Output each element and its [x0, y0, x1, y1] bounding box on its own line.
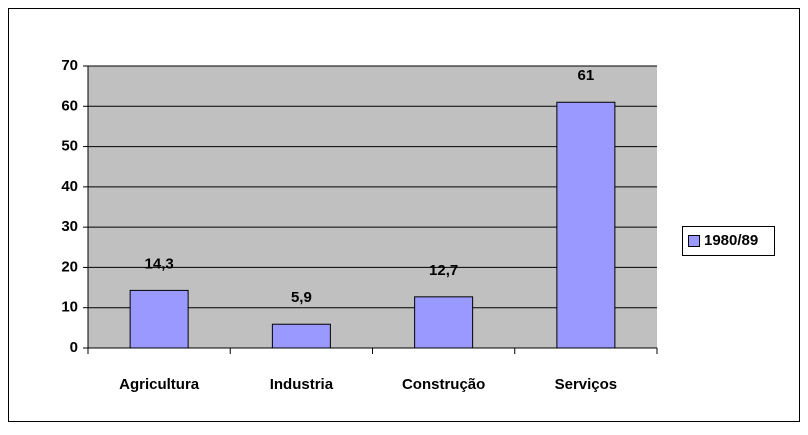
x-tick-label: Construção [402, 376, 485, 393]
bar [271, 323, 331, 349]
bar [129, 289, 189, 349]
y-tick-label: 20 [61, 258, 78, 275]
data-label: 61 [578, 67, 595, 84]
data-label: 12,7 [429, 262, 458, 279]
y-tick-label: 40 [61, 178, 78, 195]
y-tick-label: 70 [61, 57, 78, 74]
y-tick-label: 0 [70, 339, 78, 356]
y-tick-label: 10 [61, 299, 78, 316]
x-tick-label: Industria [270, 376, 334, 393]
x-tick-label: Serviços [555, 376, 618, 393]
y-tick-label: 50 [61, 138, 78, 155]
legend-swatch [688, 235, 700, 247]
legend-label: 1980/89 [704, 232, 758, 249]
bar [556, 101, 616, 349]
x-tick-label: Agricultura [119, 376, 200, 393]
y-tick-label: 60 [61, 97, 78, 114]
data-label: 14,3 [145, 255, 174, 272]
y-tick-label: 30 [61, 218, 78, 235]
data-label: 5,9 [291, 289, 312, 306]
bar [414, 296, 474, 349]
